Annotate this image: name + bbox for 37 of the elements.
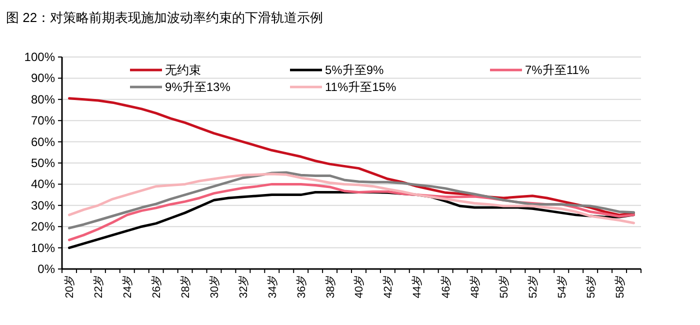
x-tick-label: 20岁 <box>64 275 76 298</box>
legend-label: 5%升至9% <box>325 63 384 77</box>
y-tick-label: 10% <box>30 240 56 255</box>
chart-title: 图 22：对策略前期表现施加波动率约束的下滑轨道示例 <box>6 10 324 25</box>
x-tick-label: 36岁 <box>296 275 308 298</box>
legend-label: 7%升至11% <box>525 63 590 77</box>
y-tick-label: 100% <box>24 50 56 64</box>
y-tick-label: 40% <box>30 177 56 192</box>
y-tick-label: 70% <box>30 114 56 128</box>
x-tick-label: 54岁 <box>556 275 568 298</box>
x-tick-label: 56岁 <box>585 275 598 298</box>
x-tick-label: 46岁 <box>440 275 453 298</box>
x-tick-label: 30岁 <box>208 275 221 298</box>
x-tick-label: 50岁 <box>498 275 510 298</box>
x-tick-label: 38岁 <box>324 275 337 298</box>
x-tick-label: 44岁 <box>412 275 424 298</box>
y-tick-label: 0% <box>38 262 56 276</box>
y-tick-label: 60% <box>30 134 56 149</box>
y-tick-label: 50% <box>30 156 56 170</box>
x-tick-label: 34岁 <box>266 275 279 298</box>
x-tick-label: 40岁 <box>354 275 366 298</box>
y-tick-label: 80% <box>30 92 56 106</box>
x-tick-label: 58岁 <box>614 275 626 298</box>
x-tick-label: 26岁 <box>151 275 164 298</box>
legend-label: 11%升至15% <box>325 80 396 94</box>
x-tick-label: 48岁 <box>470 275 482 298</box>
legend-label: 9%升至13% <box>165 80 231 94</box>
x-tick-label: 52岁 <box>527 275 540 298</box>
y-tick-label: 90% <box>30 71 56 86</box>
x-tick-label: 32岁 <box>238 275 250 298</box>
x-tick-label: 28岁 <box>180 275 192 298</box>
y-tick-label: 30% <box>30 198 56 212</box>
x-tick-label: 22岁 <box>93 275 106 298</box>
legend-label: 无约束 <box>165 63 201 77</box>
x-tick-label: 42岁 <box>382 275 395 298</box>
y-tick-label: 20% <box>30 220 56 234</box>
x-tick-label: 24岁 <box>122 275 134 298</box>
